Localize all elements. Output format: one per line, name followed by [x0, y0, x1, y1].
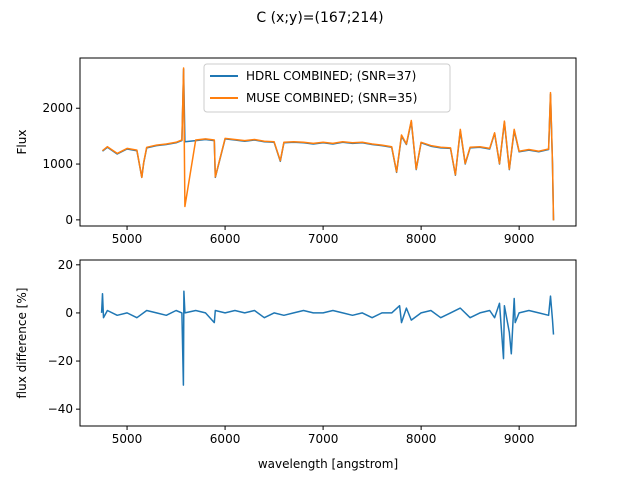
flux-x-tick-label: 9000 [504, 232, 535, 246]
difference-x-tick-label: 5000 [112, 432, 143, 446]
flux-y-tick-label: 1000 [42, 157, 73, 171]
difference-panel: 5000 6000 7000 8000 9000 −40 −20 0 20 flux diff… [15, 258, 577, 471]
flux-y-tick-label: 2000 [42, 101, 73, 115]
difference-y-tick-label: −20 [48, 354, 73, 368]
flux-x-tick-label: 8000 [406, 232, 437, 246]
difference-x-tick-label: 9000 [504, 432, 535, 446]
flux-x-tick-label: 6000 [210, 232, 241, 246]
difference-x-tick-label: 7000 [308, 432, 339, 446]
difference-x-axis-label: wavelength [angstrom] [258, 457, 398, 471]
flux-axes-frame [79, 57, 577, 227]
flux-x-tick-label: 7000 [308, 232, 339, 246]
difference-y-tick-label: 20 [58, 258, 73, 272]
difference-y-tick-label: 0 [65, 306, 73, 320]
difference-x-ticks: 5000 6000 7000 8000 9000 [112, 426, 535, 446]
difference-y-tick-label: −40 [48, 402, 73, 416]
legend-frame [203, 63, 451, 113]
difference-y-axis-label: flux difference [%] [15, 288, 29, 399]
legend-label-muse: MUSE COMBINED; (SNR=35) [246, 91, 417, 105]
difference-series-line-0 [100, 290, 555, 386]
legend: HDRL COMBINED; (SNR=37) MUSE COMBINED; (… [203, 63, 451, 113]
difference-x-tick-label: 8000 [406, 432, 437, 446]
flux-x-tick-label: 5000 [112, 232, 143, 246]
difference-axes-frame [79, 259, 577, 427]
difference-y-ticks: −40 −20 0 20 [48, 258, 80, 416]
flux-panel: 5000 6000 7000 8000 9000 0 1000 2000 Flux HDRL… [15, 57, 577, 246]
flux-plot-area [102, 67, 555, 221]
flux-y-ticks: 0 1000 2000 [42, 101, 80, 227]
difference-plot-area [100, 290, 555, 386]
legend-label-hdrl: HDRL COMBINED; (SNR=37) [246, 69, 416, 83]
difference-x-tick-label: 6000 [210, 432, 241, 446]
flux-series-line-1 [102, 67, 555, 221]
flux-x-ticks: 5000 6000 7000 8000 9000 [112, 226, 535, 246]
figure-title: C (x;y)=(167;214) [256, 10, 383, 26]
flux-y-axis-label: Flux [15, 130, 29, 155]
flux-y-tick-label: 0 [65, 213, 73, 227]
